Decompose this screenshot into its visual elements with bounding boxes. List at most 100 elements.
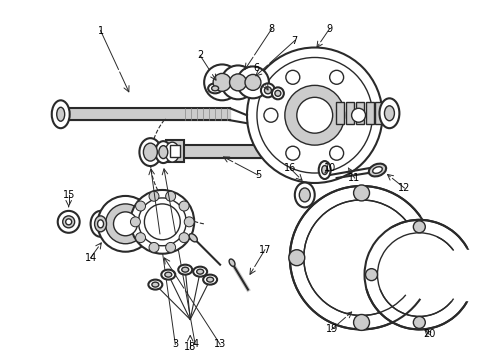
Circle shape — [138, 198, 186, 246]
Text: 8: 8 — [269, 24, 275, 33]
Text: 12: 12 — [398, 183, 411, 193]
Ellipse shape — [272, 87, 284, 99]
Ellipse shape — [155, 141, 172, 163]
Text: 2: 2 — [197, 50, 203, 60]
Text: 9: 9 — [327, 24, 333, 33]
Circle shape — [179, 233, 189, 243]
Circle shape — [98, 196, 153, 252]
Circle shape — [184, 217, 194, 227]
Ellipse shape — [385, 106, 394, 121]
Circle shape — [130, 190, 194, 254]
Text: 6: 6 — [253, 63, 259, 73]
Ellipse shape — [237, 67, 269, 98]
Circle shape — [130, 217, 141, 227]
Ellipse shape — [57, 107, 65, 121]
Text: 20: 20 — [423, 329, 436, 339]
Circle shape — [149, 191, 159, 201]
Circle shape — [166, 242, 175, 252]
Circle shape — [247, 48, 383, 183]
Circle shape — [145, 204, 180, 240]
Ellipse shape — [178, 265, 192, 275]
Ellipse shape — [322, 166, 328, 175]
Ellipse shape — [91, 211, 111, 237]
Ellipse shape — [63, 216, 74, 228]
Ellipse shape — [52, 100, 70, 128]
Ellipse shape — [161, 270, 175, 280]
Circle shape — [285, 85, 344, 145]
Ellipse shape — [58, 211, 80, 233]
Ellipse shape — [299, 188, 310, 202]
Ellipse shape — [275, 90, 281, 96]
Circle shape — [257, 58, 372, 173]
Ellipse shape — [212, 86, 219, 91]
Text: 3: 3 — [172, 339, 178, 349]
Circle shape — [330, 70, 343, 84]
Text: 18: 18 — [184, 342, 196, 352]
Ellipse shape — [318, 161, 331, 179]
Ellipse shape — [229, 259, 235, 266]
Circle shape — [354, 315, 369, 330]
Ellipse shape — [207, 277, 214, 282]
Circle shape — [286, 146, 300, 160]
Circle shape — [304, 200, 419, 315]
Circle shape — [366, 269, 377, 280]
Text: 11: 11 — [348, 173, 361, 183]
Ellipse shape — [148, 280, 162, 289]
Circle shape — [290, 186, 433, 329]
Text: 5: 5 — [255, 170, 261, 180]
Bar — [345, 102, 354, 124]
Ellipse shape — [98, 220, 103, 228]
Ellipse shape — [193, 267, 207, 276]
Circle shape — [166, 191, 175, 201]
Ellipse shape — [140, 138, 161, 166]
Text: 14: 14 — [84, 253, 97, 263]
Circle shape — [330, 146, 343, 160]
Ellipse shape — [66, 219, 72, 225]
Circle shape — [414, 316, 425, 328]
Ellipse shape — [204, 64, 240, 100]
Ellipse shape — [261, 84, 275, 97]
Ellipse shape — [379, 98, 399, 128]
Ellipse shape — [221, 66, 255, 99]
Circle shape — [352, 108, 366, 122]
Ellipse shape — [165, 142, 179, 162]
Ellipse shape — [189, 234, 197, 242]
Circle shape — [365, 220, 474, 329]
Bar — [336, 102, 343, 124]
Ellipse shape — [369, 164, 386, 176]
Circle shape — [264, 108, 278, 122]
Ellipse shape — [144, 143, 157, 161]
Circle shape — [414, 221, 425, 233]
Ellipse shape — [196, 269, 204, 274]
Bar — [166, 140, 184, 162]
Text: 7: 7 — [292, 36, 298, 46]
Ellipse shape — [373, 167, 382, 173]
Circle shape — [289, 250, 305, 266]
Ellipse shape — [295, 183, 315, 207]
Bar — [171, 145, 180, 157]
Text: 4: 4 — [192, 339, 198, 349]
Circle shape — [105, 204, 146, 244]
Ellipse shape — [265, 87, 271, 94]
Text: 15: 15 — [63, 190, 75, 200]
Text: 13: 13 — [214, 339, 226, 349]
Text: 10: 10 — [323, 163, 336, 173]
Bar — [356, 102, 364, 124]
Circle shape — [114, 212, 137, 236]
Text: 16: 16 — [284, 163, 296, 173]
Ellipse shape — [245, 75, 261, 90]
Ellipse shape — [208, 84, 222, 93]
Ellipse shape — [213, 73, 231, 91]
Ellipse shape — [95, 216, 106, 232]
Ellipse shape — [182, 267, 189, 272]
Ellipse shape — [229, 74, 246, 91]
Text: 19: 19 — [325, 324, 338, 334]
Circle shape — [354, 185, 369, 201]
Circle shape — [149, 242, 159, 252]
Text: 1: 1 — [98, 26, 103, 36]
Text: 17: 17 — [259, 245, 271, 255]
Circle shape — [286, 70, 300, 84]
Circle shape — [377, 233, 461, 316]
Circle shape — [297, 97, 333, 133]
Bar — [375, 102, 384, 124]
